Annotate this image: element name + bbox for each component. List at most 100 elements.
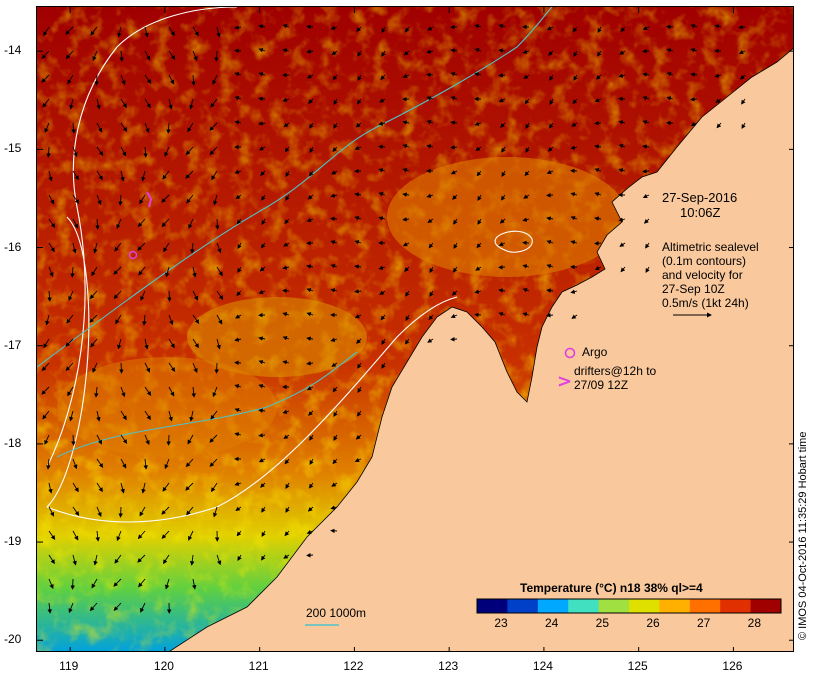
velocity-arrow — [285, 170, 290, 177]
velocity-arrow — [474, 121, 482, 126]
velocity-arrow — [48, 242, 55, 253]
velocity-arrow — [306, 361, 314, 366]
velocity-arrow — [594, 120, 602, 126]
velocity-arrow — [354, 240, 362, 245]
velocity-arrow — [258, 458, 266, 463]
velocity-arrow — [163, 554, 170, 565]
velocity-arrow — [120, 74, 126, 86]
velocity-arrow — [429, 290, 434, 297]
velocity-arrow — [402, 168, 410, 173]
velocity-arrow — [114, 242, 122, 252]
legend-line-2: (0.1m contours) — [662, 254, 747, 268]
latitude-tick-label: -19 — [4, 534, 22, 549]
colorbar-segment — [568, 599, 600, 613]
velocity-arrow — [237, 242, 242, 249]
velocity-arrow — [69, 410, 74, 422]
velocity-arrow — [523, 74, 530, 80]
colorbar-tick-label: 28 — [747, 616, 762, 630]
velocity-arrow — [89, 290, 98, 300]
velocity-arrow — [168, 26, 175, 37]
velocity-arrow — [72, 146, 78, 158]
velocity-arrow — [354, 289, 362, 294]
velocity-arrow — [192, 290, 199, 301]
velocity-arrow — [213, 194, 218, 206]
velocity-arrow — [96, 506, 102, 518]
velocity-arrow — [306, 217, 314, 222]
velocity-arrow — [48, 506, 55, 517]
velocity-arrow — [119, 50, 124, 62]
velocity-arrow — [48, 578, 54, 590]
velocity-arrow — [522, 264, 530, 269]
colorbar-segment — [750, 599, 782, 613]
velocity-arrow — [330, 505, 338, 510]
velocity-arrow — [595, 74, 602, 80]
velocity-arrow — [139, 194, 146, 205]
velocity-arrow — [501, 146, 506, 153]
longitude-tick-label: 121 — [248, 659, 269, 673]
velocity-arrow — [93, 242, 98, 254]
velocity-arrow — [333, 122, 338, 129]
velocity-arrow — [94, 386, 99, 398]
velocity-arrow — [120, 170, 125, 182]
velocity-arrow — [260, 482, 266, 488]
velocity-arrow — [45, 314, 50, 326]
velocity-arrow — [306, 264, 314, 269]
latitude-tick-label: -14 — [4, 43, 22, 58]
velocity-arrow — [91, 266, 98, 277]
velocity-arrow — [72, 242, 77, 254]
velocity-arrow — [282, 288, 290, 294]
velocity-arrow — [258, 336, 266, 341]
velocity-arrow — [258, 24, 266, 29]
velocity-arrow — [522, 49, 530, 54]
velocity-arrow — [210, 410, 218, 420]
velocity-arrow — [642, 193, 650, 199]
velocity-arrow — [571, 122, 578, 127]
velocity-arrow — [137, 218, 146, 228]
velocity-arrow — [282, 48, 290, 53]
velocity-arrow — [166, 434, 171, 446]
velocity-arrow — [161, 194, 170, 203]
velocity-arrow — [216, 338, 221, 350]
velocity-arrow — [357, 362, 362, 369]
velocity-arrow — [474, 24, 482, 29]
velocity-arrow — [215, 218, 220, 230]
velocity-arrow — [354, 145, 362, 150]
velocity-arrow — [333, 434, 338, 441]
bathy-label: 200 1000m — [306, 606, 367, 620]
velocity-arrow — [258, 384, 266, 389]
velocity-arrow — [96, 122, 103, 133]
sst-map[interactable]: > — [36, 6, 794, 652]
colorbar — [476, 598, 782, 614]
velocity-arrow — [357, 74, 362, 81]
warm-patch — [187, 297, 367, 377]
velocity-arrow — [741, 98, 746, 105]
velocity-arrow — [168, 314, 174, 326]
velocity-arrow — [354, 314, 362, 319]
latitude-tick-label: -16 — [4, 239, 22, 254]
velocity-arrow — [642, 96, 650, 101]
longitude-tick-label: 123 — [438, 659, 459, 673]
velocity-arrow — [525, 146, 530, 153]
velocity-arrow — [380, 74, 386, 81]
image-date: 27-Sep-2016 — [662, 190, 738, 205]
velocity-arrow — [618, 144, 626, 149]
velocity-arrow — [47, 290, 52, 302]
argo-legend-symbol — [564, 347, 576, 359]
velocity-arrow — [357, 50, 362, 57]
velocity-arrow — [113, 290, 122, 300]
velocity-arrow — [216, 242, 222, 254]
velocity-arrow — [546, 313, 554, 318]
velocity-arrow — [451, 290, 458, 296]
velocity-arrow — [330, 264, 338, 269]
velocity-arrow — [594, 192, 602, 197]
velocity-arrow — [42, 410, 50, 420]
velocity-arrow — [91, 578, 98, 589]
velocity-arrow — [168, 74, 175, 85]
velocity-arrow — [594, 241, 602, 246]
velocity-arrow — [168, 410, 173, 422]
velocity-arrow — [258, 408, 266, 413]
velocity-arrow — [258, 72, 266, 77]
velocity-arrow — [283, 554, 290, 559]
velocity-arrow — [546, 240, 554, 245]
velocity-arrow — [380, 314, 386, 321]
